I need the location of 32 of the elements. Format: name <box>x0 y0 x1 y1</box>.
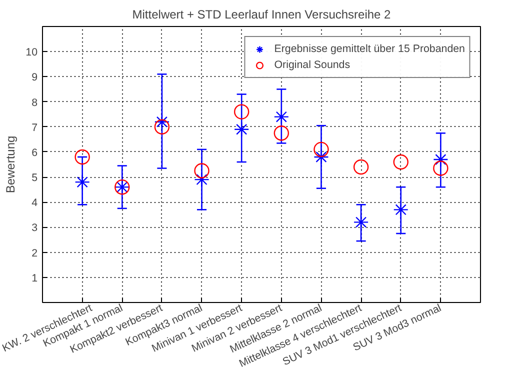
point <box>314 142 329 158</box>
point <box>194 172 210 188</box>
chart-title: Mittelwert + STD Leerlauf Innen Versuchsreihe 2 <box>132 8 392 22</box>
point <box>74 149 90 165</box>
point <box>154 119 170 134</box>
y-tick-label: 2 <box>32 247 38 260</box>
point <box>274 126 290 141</box>
point <box>234 122 250 137</box>
point <box>314 149 329 165</box>
point <box>433 160 448 176</box>
y-tick-label: 6 <box>32 146 38 159</box>
point <box>393 202 408 218</box>
point <box>234 104 250 120</box>
legend-label: Ergebnisse gemittelt über 15 Probanden <box>274 42 465 57</box>
y-tick-label: 8 <box>32 96 38 109</box>
y-tick-label: 3 <box>32 222 38 234</box>
y-tick-label: 1 <box>32 272 38 284</box>
point <box>393 154 408 170</box>
point <box>194 163 210 178</box>
y-tick-label: 5 <box>32 172 38 184</box>
point <box>353 214 369 230</box>
point <box>274 109 290 124</box>
y-tick-label: 10 <box>26 46 38 59</box>
point <box>353 159 369 175</box>
y-axis-title: Bewertung <box>4 136 18 194</box>
y-tick-label: 7 <box>32 122 38 134</box>
point <box>154 114 170 130</box>
point <box>74 174 90 190</box>
point <box>433 152 448 168</box>
y-tick-label: 9 <box>32 72 38 84</box>
y-tick-label: 4 <box>32 197 38 210</box>
legend-label: Original Sounds <box>274 58 350 73</box>
